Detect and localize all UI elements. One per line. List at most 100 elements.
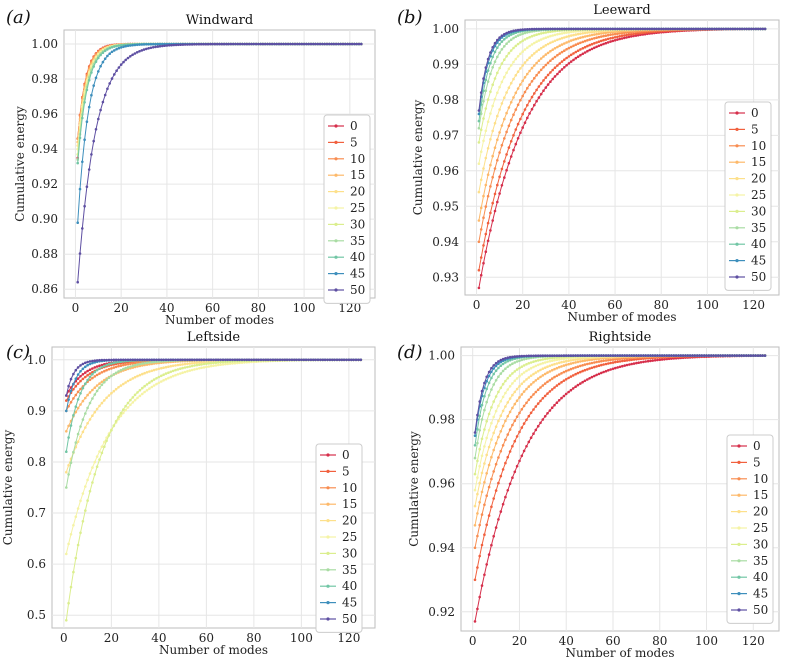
- data-point: [482, 89, 485, 93]
- data-point: [94, 76, 98, 80]
- data-point: [141, 392, 144, 396]
- data-point: [473, 578, 477, 582]
- data-point: [583, 51, 587, 54]
- data-point: [214, 361, 218, 365]
- panel-title: Leftside: [187, 330, 241, 345]
- data-point: [129, 362, 132, 366]
- data-point: [231, 358, 234, 362]
- data-point: [611, 358, 615, 361]
- data-point: [512, 134, 515, 137]
- data-point: [551, 77, 554, 81]
- data-point: [195, 363, 199, 367]
- data-point: [539, 92, 543, 96]
- data-point: [142, 43, 146, 46]
- data-point: [143, 361, 146, 365]
- data-point: [514, 57, 518, 61]
- data-point: [512, 29, 515, 33]
- data-point: [588, 358, 591, 362]
- data-point: [148, 381, 151, 385]
- x-tick-label: 0: [473, 298, 481, 312]
- data-point: [193, 361, 196, 365]
- data-point: [549, 34, 552, 38]
- data-point: [107, 434, 111, 437]
- data-point: [627, 33, 631, 36]
- data-point: [567, 34, 571, 38]
- data-point: [93, 473, 97, 476]
- data-point: [533, 92, 536, 95]
- data-point: [625, 36, 628, 39]
- data-point: [557, 365, 561, 369]
- x-tick-label: 0: [60, 631, 68, 645]
- data-point: [634, 32, 638, 35]
- data-point: [553, 403, 556, 407]
- data-point: [629, 35, 633, 38]
- data-point: [145, 371, 149, 374]
- data-point: [122, 411, 125, 415]
- panel-label: (b): [397, 7, 423, 28]
- data-point: [145, 389, 149, 392]
- data-point: [504, 405, 507, 408]
- data-point: [519, 52, 522, 56]
- data-point: [523, 76, 527, 79]
- data-point: [544, 31, 548, 34]
- data-point: [84, 382, 87, 386]
- data-point: [268, 42, 272, 46]
- data-point: [574, 358, 577, 361]
- data-point: [514, 91, 518, 95]
- data-point: [124, 381, 127, 384]
- data-point: [643, 27, 647, 31]
- legend-label: 15: [350, 168, 365, 182]
- data-point: [100, 371, 104, 374]
- data-point: [341, 42, 345, 46]
- data-point: [506, 489, 510, 492]
- data-point: [553, 75, 557, 78]
- data-point: [181, 366, 184, 370]
- data-point: [503, 96, 506, 99]
- series-group: [65, 358, 363, 622]
- data-point: [526, 31, 529, 34]
- data-point: [515, 435, 519, 438]
- data-point: [590, 361, 594, 365]
- data-point: [616, 38, 619, 41]
- data-point: [576, 55, 580, 58]
- data-point: [99, 108, 102, 112]
- data-point: [238, 42, 242, 46]
- data-point: [200, 366, 203, 370]
- data-point: [532, 372, 535, 376]
- data-point: [234, 42, 237, 46]
- data-point: [503, 38, 506, 41]
- data-point: [477, 119, 481, 123]
- legend-marker: [334, 190, 338, 194]
- data-point: [590, 366, 594, 370]
- data-point: [505, 55, 508, 58]
- data-point: [300, 358, 303, 362]
- data-point: [557, 361, 561, 365]
- data-point: [81, 367, 85, 371]
- data-point: [113, 45, 116, 48]
- legend-label: 10: [751, 139, 766, 153]
- data-point: [536, 402, 540, 405]
- data-point: [126, 56, 130, 60]
- x-tick-label: 40: [559, 634, 574, 648]
- data-point: [473, 524, 477, 527]
- data-point: [628, 363, 631, 366]
- data-point: [167, 365, 170, 369]
- data-point: [117, 66, 121, 69]
- data-point: [214, 364, 218, 367]
- data-point: [88, 391, 92, 394]
- data-point: [579, 360, 582, 363]
- data-point: [157, 358, 161, 362]
- data-point: [482, 244, 485, 247]
- data-point: [527, 385, 531, 388]
- data-point: [574, 37, 578, 41]
- data-point: [535, 33, 538, 36]
- data-point: [685, 27, 688, 31]
- data-point: [511, 476, 514, 480]
- data-point: [537, 59, 541, 62]
- data-point: [205, 358, 208, 362]
- data-point: [477, 240, 481, 244]
- y-tick-label: 1.00: [432, 22, 459, 36]
- data-point: [611, 39, 615, 43]
- data-point: [93, 375, 97, 378]
- data-point: [500, 184, 504, 187]
